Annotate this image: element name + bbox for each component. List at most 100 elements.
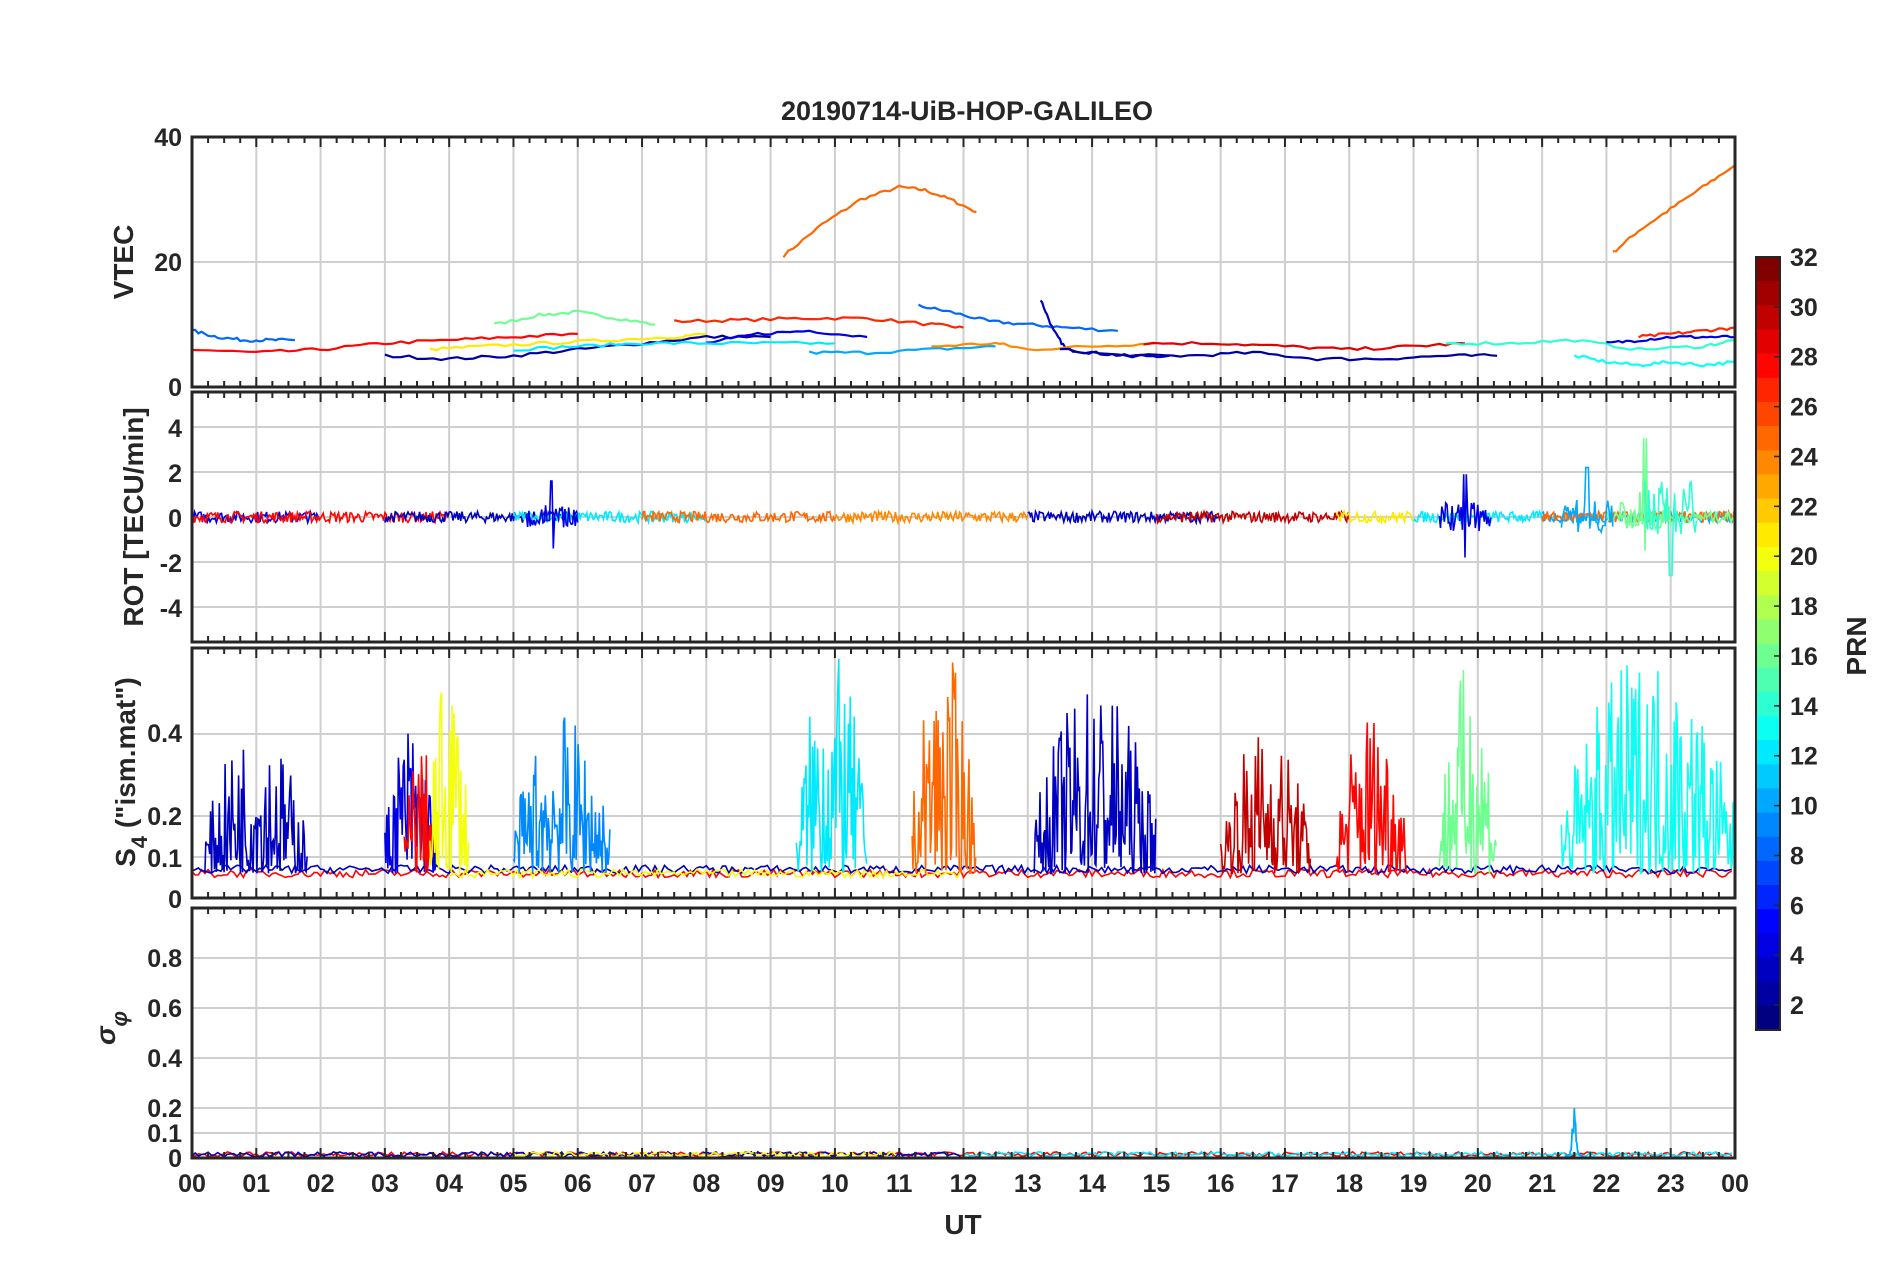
s4-burst-prn-30 (1219, 737, 1312, 875)
x-tick-label: 19 (1400, 1170, 1428, 1198)
vtec-series-prn-24 (931, 341, 1157, 352)
colorbar-level (1756, 426, 1780, 451)
ylabel-s4: S4 ("ism.mat") (110, 677, 152, 867)
colorbar-level (1756, 571, 1780, 596)
rot-series-prn-21 (1335, 509, 1414, 525)
x-tick-label: 12 (950, 1170, 978, 1198)
s4-burst-prn-3 (1033, 694, 1157, 875)
colorbar-level (1756, 981, 1780, 1007)
ytick-sigma-0.2: 0.2 (147, 1095, 182, 1123)
colorbar-tick-label: 24 (1790, 443, 1818, 471)
colorbar-ticks: 32 30 28 26 24 22 20 18 16 14 12 10 8 6 4 2 (1774, 244, 1818, 1020)
colorbar-level (1756, 498, 1780, 524)
colorbar-tick-label: 28 (1790, 344, 1818, 372)
ytick-sigma-0.8: 0.8 (147, 945, 182, 973)
colorbar-level (1756, 546, 1780, 572)
ytick-vtec-0: 0 (168, 374, 182, 402)
s4-burst-prn-16 (1438, 669, 1497, 875)
panel-s4: 0.4 0.2 0.1 0 S4 ("ism.mat") (110, 646, 1737, 914)
vtec-series-prn-25 (1612, 164, 1736, 253)
colorbar-level (1756, 329, 1780, 355)
colorbar-tick-label: 22 (1790, 493, 1818, 521)
chart-title: 20190714-UiB-HOP-GALILEO (781, 96, 1153, 126)
colorbar-level (1756, 281, 1780, 306)
colorbar-level (1756, 305, 1780, 331)
ytick-rot-2: 2 (168, 460, 182, 488)
colorbar-level (1756, 353, 1780, 379)
colorbar-level (1756, 933, 1780, 959)
colorbar-level (1756, 788, 1780, 814)
sigma-spike-prn-10 (1564, 1108, 1584, 1157)
yticks-rot: 4 2 0 -2 -4 (160, 415, 182, 623)
ticks-sigma (191, 908, 1736, 1158)
rot-series-prn-25 (641, 509, 836, 525)
ytick-sigma-0.6: 0.6 (147, 995, 182, 1023)
ylabel-sigma-sub: φ (107, 1011, 132, 1026)
colorbar-level (1756, 957, 1780, 983)
colorbar-label: PRN (1841, 616, 1872, 675)
colorbar-level (1756, 474, 1780, 500)
ticks-s4 (191, 648, 1736, 898)
colorbar-level (1756, 1005, 1780, 1031)
ylabel-vtec: VTEC (108, 225, 139, 300)
s4-burst-prn-9 (512, 717, 611, 874)
panel-sigma: 0.8 0.6 0.4 0.2 0.1 0 σφ (90, 906, 1737, 1173)
colorbar-level (1756, 812, 1780, 838)
ytick-rot-m2: -2 (160, 550, 182, 578)
s4-burst-prn-12 (795, 658, 868, 874)
rot-series-prn-24 (834, 508, 1029, 526)
yticks-vtec: 40 20 0 (154, 124, 182, 402)
rot-spike-prn-4 (1438, 474, 1492, 558)
colorbar-level (1756, 715, 1780, 741)
x-tick-label: 11 (886, 1170, 913, 1198)
x-tick-label: 18 (1335, 1170, 1363, 1198)
x-tick-label: 23 (1657, 1170, 1685, 1198)
x-tick-label: 16 (1207, 1170, 1235, 1198)
ylabel-sigma: σφ (90, 1011, 132, 1045)
rot-series-prn-3 (384, 508, 579, 526)
ytick-s4-0.4: 0.4 (147, 720, 182, 748)
colorbar-tick-label: 12 (1790, 743, 1818, 771)
rot-spike-prn-16 (1618, 438, 1672, 551)
ytick-s4-0.1: 0.1 (147, 845, 182, 873)
colorbar-level (1756, 836, 1780, 862)
colorbar-level (1756, 522, 1780, 548)
ytick-rot-4: 4 (168, 415, 182, 443)
ylabel-s4-rest: ("ism.mat") (110, 677, 141, 836)
colorbar-frame (1755, 256, 1781, 1031)
s4-burst-prn-3 (204, 749, 308, 875)
ticks-rot (191, 392, 1736, 642)
x-axis-label: UT (944, 1209, 981, 1240)
vtec-series-prn-8 (191, 328, 295, 343)
ylabel-s4-main: S (110, 848, 141, 867)
s4-burst-prn-20 (429, 692, 470, 874)
ytick-rot-m4: -4 (160, 595, 182, 623)
plot-rot (191, 438, 1736, 577)
colorbar-level (1756, 619, 1780, 645)
grid-vtec (192, 136, 1735, 388)
vtec-series-prn-25 (782, 184, 977, 258)
vtec-series-prn-14 (1445, 338, 1736, 351)
colorbar-level (1756, 450, 1780, 476)
s4-burst-prn-25 (911, 662, 977, 874)
colorbar-tick-label: 26 (1790, 394, 1818, 422)
s4-burst-prn-13 (1560, 665, 1735, 875)
rot-series-prn-3 (1027, 508, 1221, 526)
colorbar-level (1756, 909, 1780, 934)
plot-s4 (191, 658, 1735, 880)
ytick-sigma-0.4: 0.4 (147, 1045, 182, 1073)
x-tick-label: 10 (821, 1170, 849, 1198)
yticks-s4: 0.4 0.2 0.1 0 (147, 720, 182, 914)
colorbar-level (1756, 595, 1780, 620)
colorbar-level (1756, 691, 1780, 717)
x-tick-label: 00 (1721, 1170, 1749, 1198)
vtec-series-prn-12 (513, 340, 835, 352)
x-tick-label: 06 (564, 1170, 592, 1198)
x-tick-label: 21 (1528, 1170, 1556, 1198)
x-tick-label: 04 (435, 1170, 463, 1198)
ytick-s4-0: 0 (168, 886, 182, 914)
vtec-series-prn-2 (384, 334, 771, 362)
ytick-s4-0.2: 0.2 (147, 803, 182, 831)
vtec-series-prn-4 (1606, 334, 1736, 344)
colorbar-tick-label: 6 (1790, 892, 1804, 920)
